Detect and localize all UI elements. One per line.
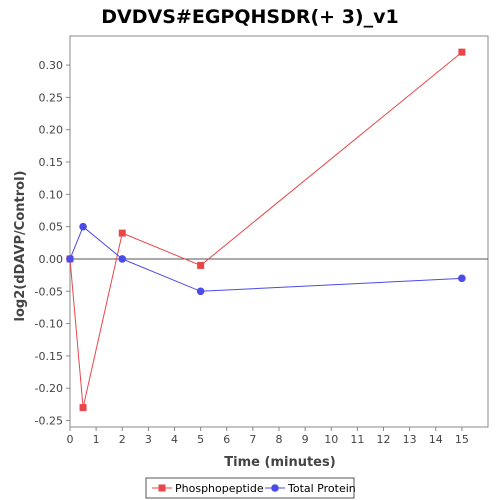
data-point-0 — [118, 229, 126, 237]
y-tick-label: -0.20 — [35, 382, 63, 395]
data-point-0 — [79, 404, 87, 412]
y-tick-label: -0.05 — [35, 285, 63, 298]
y-tick-label: 0.20 — [39, 124, 64, 137]
x-tick-label: 3 — [145, 433, 152, 446]
y-tick-label: 0.30 — [39, 59, 64, 72]
data-point-0 — [197, 261, 205, 269]
x-tick-label: 11 — [350, 433, 364, 446]
legend-box — [145, 477, 355, 499]
legend-swatch-marker — [271, 484, 279, 492]
y-tick-label: -0.15 — [35, 350, 63, 363]
x-axis-label: Time (minutes) — [224, 455, 335, 470]
y-tick-label: 0.15 — [39, 156, 64, 169]
legend: Phosphopeptide Total Protein — [145, 477, 356, 499]
x-tick-label: 1 — [93, 433, 100, 446]
data-point-1 — [196, 287, 205, 296]
y-axis-label: log2(dDAVP/Control) — [13, 171, 28, 322]
chart-title: DVDVS#EGPQHSDR(+ 3)_v1 — [101, 6, 398, 28]
plot-frame — [69, 35, 489, 428]
x-tick-label: 8 — [276, 433, 283, 446]
x-tick-label: 7 — [249, 433, 256, 446]
x-tick-label: 4 — [171, 433, 178, 446]
x-tick-label: 6 — [223, 433, 230, 446]
data-point-1 — [79, 222, 87, 231]
y-tick-label: 0.05 — [39, 221, 64, 234]
legend-label: Phosphopeptide — [175, 482, 264, 495]
x-tick-label: 14 — [429, 433, 443, 446]
data-point-1 — [118, 255, 127, 263]
x-tick-label: 9 — [302, 433, 309, 446]
x-tick-label: 2 — [119, 433, 126, 446]
x-tick-label: 5 — [197, 433, 204, 446]
x-tick-label: 15 — [455, 433, 469, 446]
y-tick-label: 0.10 — [39, 188, 64, 201]
y-tick-label: -0.25 — [35, 415, 63, 428]
data-point-1 — [458, 274, 466, 283]
data-point-0 — [458, 48, 466, 56]
plot-area: 0 1 2 3 4 5 6 7 8 9 10 11 12 13 14 15-0.25-0.20-0.15-0.… — [35, 35, 489, 446]
x-tick-label: 12 — [377, 433, 391, 446]
x-tick-label: 0 — [67, 433, 74, 446]
legend-label: Total Protein — [287, 482, 356, 495]
x-tick-label: 10 — [324, 433, 338, 446]
y-tick-label: -0.10 — [35, 318, 63, 331]
data-point-1 — [66, 255, 74, 263]
legend-swatch-marker — [158, 484, 166, 492]
y-tick-label: 0.25 — [39, 91, 64, 104]
x-tick-label: 13 — [403, 433, 417, 446]
y-tick-label: 0.00 — [39, 253, 64, 266]
